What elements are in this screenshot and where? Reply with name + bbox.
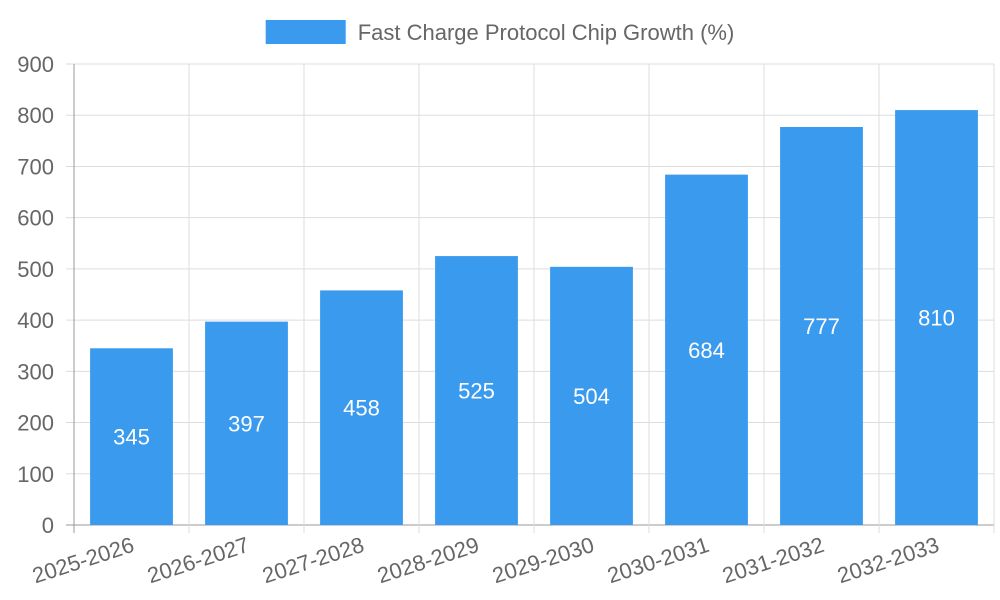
bar-value-label: 397 [228,411,265,436]
y-tick-label: 0 [42,513,54,538]
bar-value-label: 684 [688,338,725,363]
bar-value-label: 810 [918,306,955,331]
y-tick-label: 300 [17,359,54,384]
bar[interactable] [665,174,748,525]
legend[interactable]: Fast Charge Protocol Chip Growth (%) [265,20,735,45]
y-tick-label: 900 [17,52,54,77]
x-tick-label: 2026-2027 [144,532,252,588]
x-tick-label: 2025-2026 [29,532,137,588]
y-tick-label: 600 [17,206,54,231]
x-tick-label: 2030-2031 [604,532,712,588]
bar[interactable] [205,321,288,525]
y-tick-label: 200 [17,411,54,436]
y-tick-label: 100 [17,462,54,487]
x-tick-label: 2027-2028 [259,532,367,588]
bar[interactable] [90,348,173,525]
y-tick-label: 400 [17,308,54,333]
x-tick-label: 2031-2032 [719,532,827,588]
bar[interactable] [895,110,978,525]
bar[interactable] [320,290,403,525]
x-tick-label: 2028-2029 [374,532,482,588]
bar[interactable] [780,127,863,526]
bar-value-label: 504 [573,384,610,409]
legend-swatch[interactable] [265,20,346,44]
bar-value-label: 458 [343,396,380,421]
bar[interactable] [550,266,633,525]
y-tick-label: 700 [17,154,54,179]
y-tick-label: 500 [17,257,54,282]
x-tick-label: 2029-2030 [489,532,597,588]
grid [66,63,995,533]
data-labels: 345 397 458 525 504 684 777 810 [113,306,955,450]
x-tick-label: 2032-2033 [834,532,942,588]
bar-value-label: 525 [458,379,495,404]
y-tick-label: 800 [17,103,54,128]
bars [90,110,978,526]
bar-value-label: 345 [113,425,150,450]
bar[interactable] [435,256,518,525]
bar-value-label: 777 [803,314,840,339]
legend-label[interactable]: Fast Charge Protocol Chip Growth (%) [358,20,735,45]
